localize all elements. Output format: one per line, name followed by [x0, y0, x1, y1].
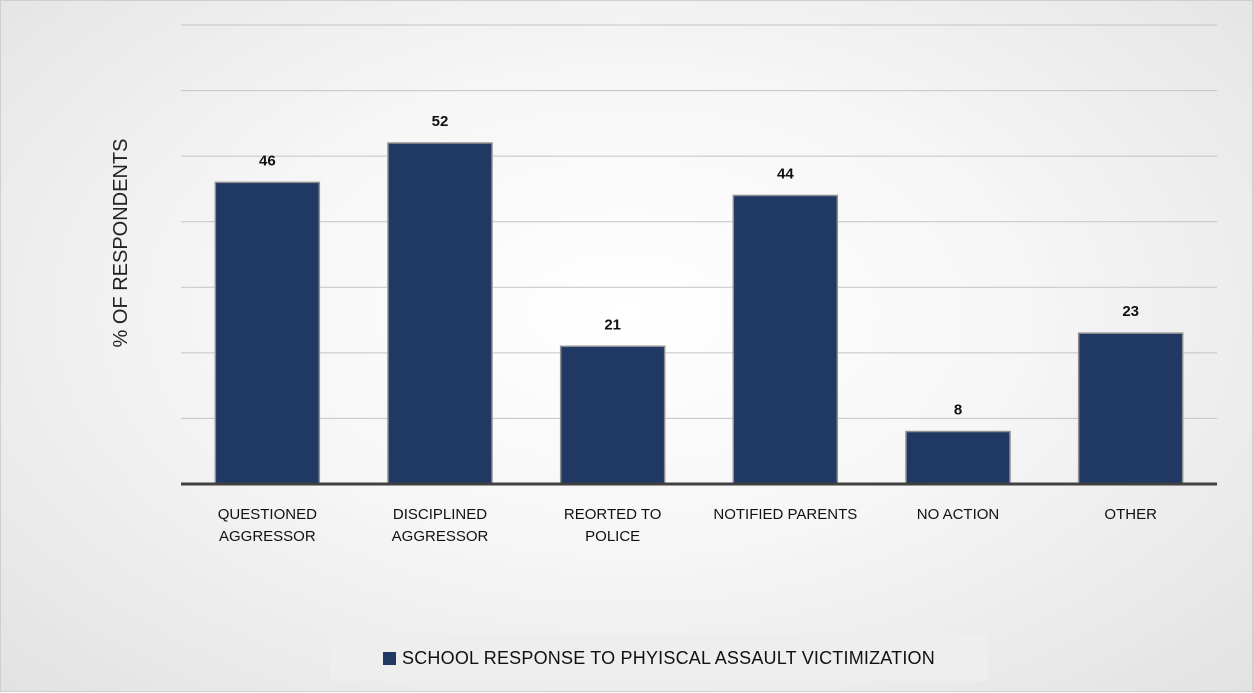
- data-labels: 46 52 21 44 8 23: [259, 113, 1139, 419]
- category-label: POLICE: [585, 528, 640, 545]
- bar: [559, 345, 666, 485]
- y-axis-title: % OF RESPONDENTS: [110, 139, 132, 348]
- data-label: 52: [432, 113, 449, 130]
- bar: [387, 142, 493, 485]
- bar: [214, 181, 321, 485]
- category-label: QUESTIONED: [218, 506, 317, 523]
- bars: [214, 142, 1184, 485]
- legend: SCHOOL RESPONSE TO PHYISCAL ASSAULT VICT…: [330, 635, 988, 681]
- gridlines: [181, 24, 1217, 419]
- data-label: 8: [954, 402, 962, 419]
- category-label: AGGRESSOR: [219, 528, 316, 545]
- category-label: NOTIFIED PARENTS: [713, 506, 857, 523]
- category-labels: QUESTIONED AGGRESSOR DISCIPLINED AGGRESSOR R…: [218, 506, 1157, 545]
- category-label: NO ACTION: [917, 506, 1000, 523]
- bar: [1077, 332, 1184, 485]
- category-label: DISCIPLINED: [393, 506, 487, 523]
- data-label: 44: [777, 165, 794, 182]
- legend-label: SCHOOL RESPONSE TO PHYISCAL ASSAULT VICT…: [402, 647, 935, 668]
- category-label: AGGRESSOR: [392, 528, 489, 545]
- legend-swatch: [383, 651, 397, 665]
- data-label: 46: [259, 152, 276, 169]
- category-label: REORTED TO: [564, 506, 662, 523]
- data-label: 21: [604, 316, 621, 333]
- bar: [732, 194, 839, 485]
- bar: [905, 430, 1011, 485]
- category-label: OTHER: [1104, 506, 1157, 523]
- data-label: 23: [1122, 303, 1139, 320]
